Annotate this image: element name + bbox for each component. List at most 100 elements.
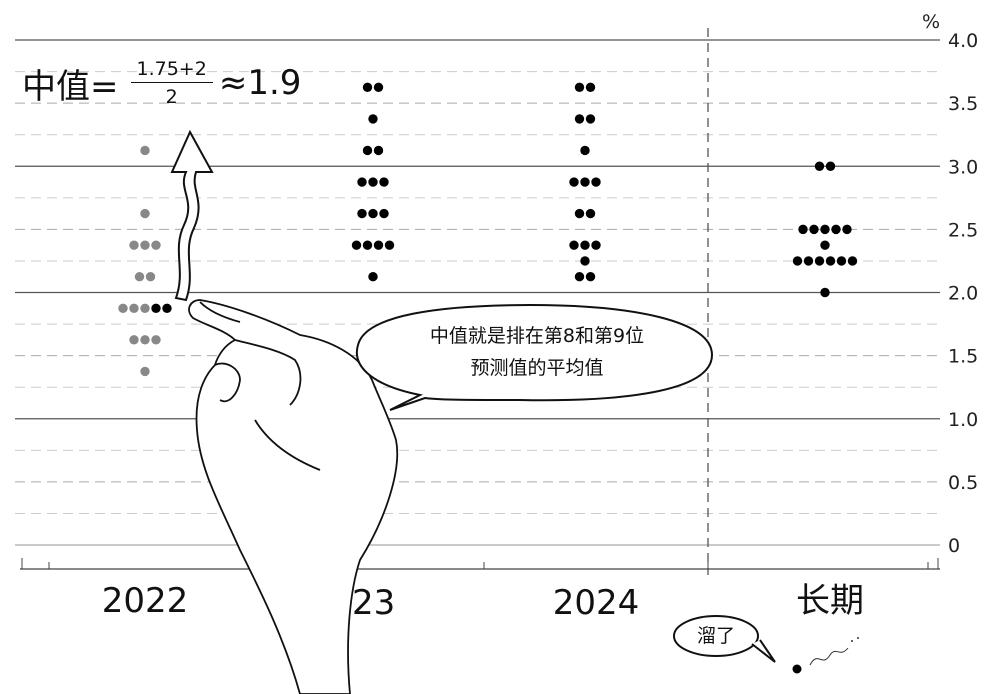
y-tick-label: 4.0: [948, 30, 978, 52]
dot-2024: [591, 177, 601, 187]
y-tick-label: 0.5: [948, 472, 978, 494]
dot-2024: [574, 272, 585, 282]
dot-2023: [384, 240, 395, 250]
dot-2022: [140, 145, 150, 156]
dot-2024: [585, 114, 596, 124]
dot-长期: [820, 287, 830, 298]
speech-line-1: 中值就是排在第8和第9位: [429, 325, 645, 347]
dot-长期: [820, 224, 830, 235]
dot-长期: [831, 224, 841, 235]
dot-2023: [351, 240, 362, 250]
y-tick-labels: 0 0.5 1.0 1.5 2.0 2.5 3.0 3.5 4.0: [948, 30, 978, 557]
dot-2023: [368, 114, 378, 124]
dot-长期: [847, 256, 858, 266]
dot-2024: [580, 240, 590, 250]
y-tick-label: 0: [948, 535, 960, 557]
dot-2023: [373, 145, 384, 156]
dot-2022: [140, 208, 150, 219]
wavy-arrow-icon: [170, 129, 214, 302]
formula-denominator: 2: [165, 86, 178, 108]
motion-dot: [857, 637, 859, 639]
dot-2024: [585, 208, 596, 219]
dot-长期: [803, 256, 814, 266]
gridlines: [15, 39, 940, 546]
y-tick-label: 2.5: [948, 219, 978, 241]
runaway-speech-bubble: [673, 615, 759, 657]
dot-2022: [118, 303, 128, 313]
dot-2023: [362, 145, 373, 156]
x-label-long-run: 长期: [796, 581, 864, 621]
formula-lhs: 中值=: [22, 66, 119, 107]
dot-2022: [151, 303, 161, 313]
dot-2022: [162, 303, 172, 313]
dot-2023: [379, 208, 389, 219]
dot-2022: [129, 303, 139, 313]
dot-2023: [373, 240, 384, 250]
dot-2022: [151, 335, 161, 345]
runaway-dot: [792, 664, 802, 674]
dot-2024: [574, 114, 585, 124]
dot-2023: [379, 177, 389, 187]
dot-2022: [140, 366, 150, 377]
x-label-2022: 2022: [102, 581, 189, 621]
dot-2022: [145, 272, 156, 282]
speech-line-2: 预测值的平均值: [470, 357, 604, 379]
dot-长期: [814, 161, 825, 171]
dot-2024: [591, 240, 601, 250]
dot-长期: [842, 224, 852, 235]
dot-长期: [836, 256, 847, 266]
dot-2023: [368, 177, 378, 187]
dot-2022: [151, 240, 161, 250]
dots: [118, 82, 858, 377]
formula-numerator: 1.75+2: [130, 58, 213, 83]
dot-2023: [362, 82, 373, 93]
motion-squiggle: [809, 647, 849, 666]
dot-2023: [368, 272, 378, 282]
unit-label: %: [922, 11, 940, 33]
x-axis: [20, 558, 940, 570]
x-label-2024: 2024: [553, 583, 640, 623]
speech-bubble: [355, 303, 714, 411]
speech-bubble-text: 中值就是排在第8和第9位 预测值的平均值: [372, 320, 702, 384]
dot-长期: [809, 224, 819, 235]
dot-2024: [580, 256, 590, 266]
dot-2023: [373, 82, 384, 93]
dot-2024: [569, 240, 579, 250]
dot-2022: [140, 335, 150, 345]
dot-2023: [357, 208, 367, 219]
dot-长期: [825, 256, 836, 266]
dot-2024: [585, 272, 596, 282]
formula-result: ≈1.9: [218, 63, 302, 103]
dot-2024: [580, 145, 590, 156]
dot-2023: [357, 177, 367, 187]
dot-长期: [825, 161, 836, 171]
dot-2023: [362, 240, 373, 250]
runaway-bubble-tail: [751, 639, 776, 663]
y-tick-label: 1.5: [948, 346, 978, 368]
y-tick-label: 1.0: [948, 409, 978, 431]
motion-dot: [851, 640, 853, 642]
y-tick-label: 3.0: [948, 156, 978, 178]
formula-fraction: 1.75+2 2: [130, 58, 213, 108]
runaway-bubble-text: 溜了: [696, 625, 735, 647]
dot-2024: [585, 82, 596, 93]
pointing-hand-illustration: [188, 299, 399, 694]
dot-长期: [820, 240, 830, 250]
dot-2022: [129, 240, 139, 250]
dot-2024: [569, 177, 579, 187]
dot-长期: [798, 224, 808, 235]
y-tick-label: 3.5: [948, 93, 978, 115]
dot-2024: [574, 82, 585, 93]
dot-2023: [368, 208, 378, 219]
dot-2024: [580, 177, 590, 187]
dot-长期: [792, 256, 803, 266]
dot-2022: [140, 303, 150, 313]
y-tick-label: 2.0: [948, 283, 978, 305]
dot-2022: [140, 240, 150, 250]
dot-2022: [134, 272, 145, 282]
dot-2024: [574, 208, 585, 219]
dot-2022: [129, 335, 139, 345]
dot-长期: [814, 256, 825, 266]
median-formula: 中值= 1.75+2 2 ≈1.9: [22, 58, 301, 108]
